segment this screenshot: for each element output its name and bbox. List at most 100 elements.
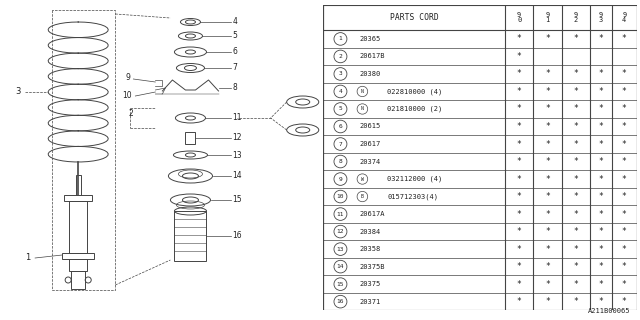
Text: *: * [516,122,522,131]
Text: 9: 9 [339,177,342,181]
Text: 20375B: 20375B [359,264,385,270]
Text: *: * [516,35,522,44]
Text: *: * [573,35,578,44]
Text: 20617: 20617 [359,141,381,147]
Text: *: * [622,35,627,44]
Text: *: * [545,157,550,166]
Text: *: * [622,280,627,289]
Text: *: * [573,227,578,236]
Text: *: * [573,157,578,166]
Text: *: * [598,192,603,201]
Text: *: * [545,280,550,289]
Text: B: B [361,194,364,199]
Text: 3: 3 [339,71,342,76]
Text: 015712303(4): 015712303(4) [387,193,438,200]
Text: 6: 6 [339,124,342,129]
Text: *: * [516,87,522,96]
Text: *: * [622,262,627,271]
Text: 20615: 20615 [359,124,381,130]
Text: *: * [573,210,578,219]
Text: 022810000 (4): 022810000 (4) [387,88,443,95]
Text: *: * [516,174,522,184]
Text: *: * [516,69,522,78]
Text: 11: 11 [232,114,242,123]
Text: *: * [573,105,578,114]
Text: 7: 7 [232,63,237,73]
Bar [76,175,81,195]
Text: *: * [545,87,550,96]
Text: *: * [622,227,627,236]
Text: *: * [598,280,603,289]
Text: 14: 14 [232,172,242,180]
Text: 2: 2 [128,108,133,117]
Text: *: * [622,192,627,201]
Text: *: * [516,227,522,236]
Text: *: * [516,105,522,114]
Text: 4: 4 [339,89,342,94]
Text: *: * [545,210,550,219]
Text: 10: 10 [122,91,132,100]
Text: *: * [545,297,550,306]
Text: *: * [573,69,578,78]
Text: 8: 8 [232,84,237,92]
Text: *: * [516,210,522,219]
Text: *: * [622,105,627,114]
Text: 8: 8 [339,159,342,164]
Text: *: * [573,192,578,201]
Text: *: * [598,35,603,44]
Text: 021810000 (2): 021810000 (2) [387,106,443,112]
Text: 16: 16 [337,299,344,304]
Text: 9
1: 9 1 [545,12,550,23]
Text: 12: 12 [232,133,242,142]
Bar [175,211,207,261]
Text: 1: 1 [26,253,31,262]
Text: *: * [598,262,603,271]
Text: *: * [598,227,603,236]
Text: N: N [361,89,364,94]
Text: 15: 15 [337,282,344,287]
Text: *: * [573,122,578,131]
Text: 7: 7 [339,141,342,147]
Text: 6: 6 [232,47,237,57]
Text: *: * [545,35,550,44]
Text: *: * [545,262,550,271]
Text: 13: 13 [232,150,242,159]
Text: *: * [545,244,550,253]
Text: *: * [598,210,603,219]
Text: 20374: 20374 [359,158,381,164]
Text: *: * [573,297,578,306]
Text: *: * [622,87,627,96]
Text: PARTS CORD: PARTS CORD [390,13,438,22]
Text: 20384: 20384 [359,228,381,235]
Text: *: * [598,69,603,78]
Text: *: * [598,140,603,148]
Bar [64,195,92,201]
Text: *: * [598,297,603,306]
Text: 14: 14 [337,264,344,269]
Text: *: * [573,244,578,253]
Text: *: * [545,192,550,201]
Text: 15: 15 [232,196,242,204]
Text: *: * [622,122,627,131]
Text: 4: 4 [232,18,237,27]
Text: N: N [361,107,364,111]
Text: 9
4: 9 4 [622,12,627,23]
Text: 9: 9 [125,74,130,83]
Text: 20617B: 20617B [359,53,385,60]
Text: W: W [361,177,364,181]
Text: *: * [516,192,522,201]
Text: *: * [545,174,550,184]
Text: *: * [516,140,522,148]
Bar [186,132,195,144]
Bar [62,253,94,259]
Bar [69,259,87,271]
Text: 16: 16 [232,231,242,241]
Text: *: * [516,297,522,306]
Text: *: * [545,227,550,236]
Text: *: * [516,280,522,289]
Bar [71,271,85,289]
Text: *: * [516,52,522,61]
Text: *: * [622,210,627,219]
Text: 20375: 20375 [359,281,381,287]
Text: 20380: 20380 [359,71,381,77]
